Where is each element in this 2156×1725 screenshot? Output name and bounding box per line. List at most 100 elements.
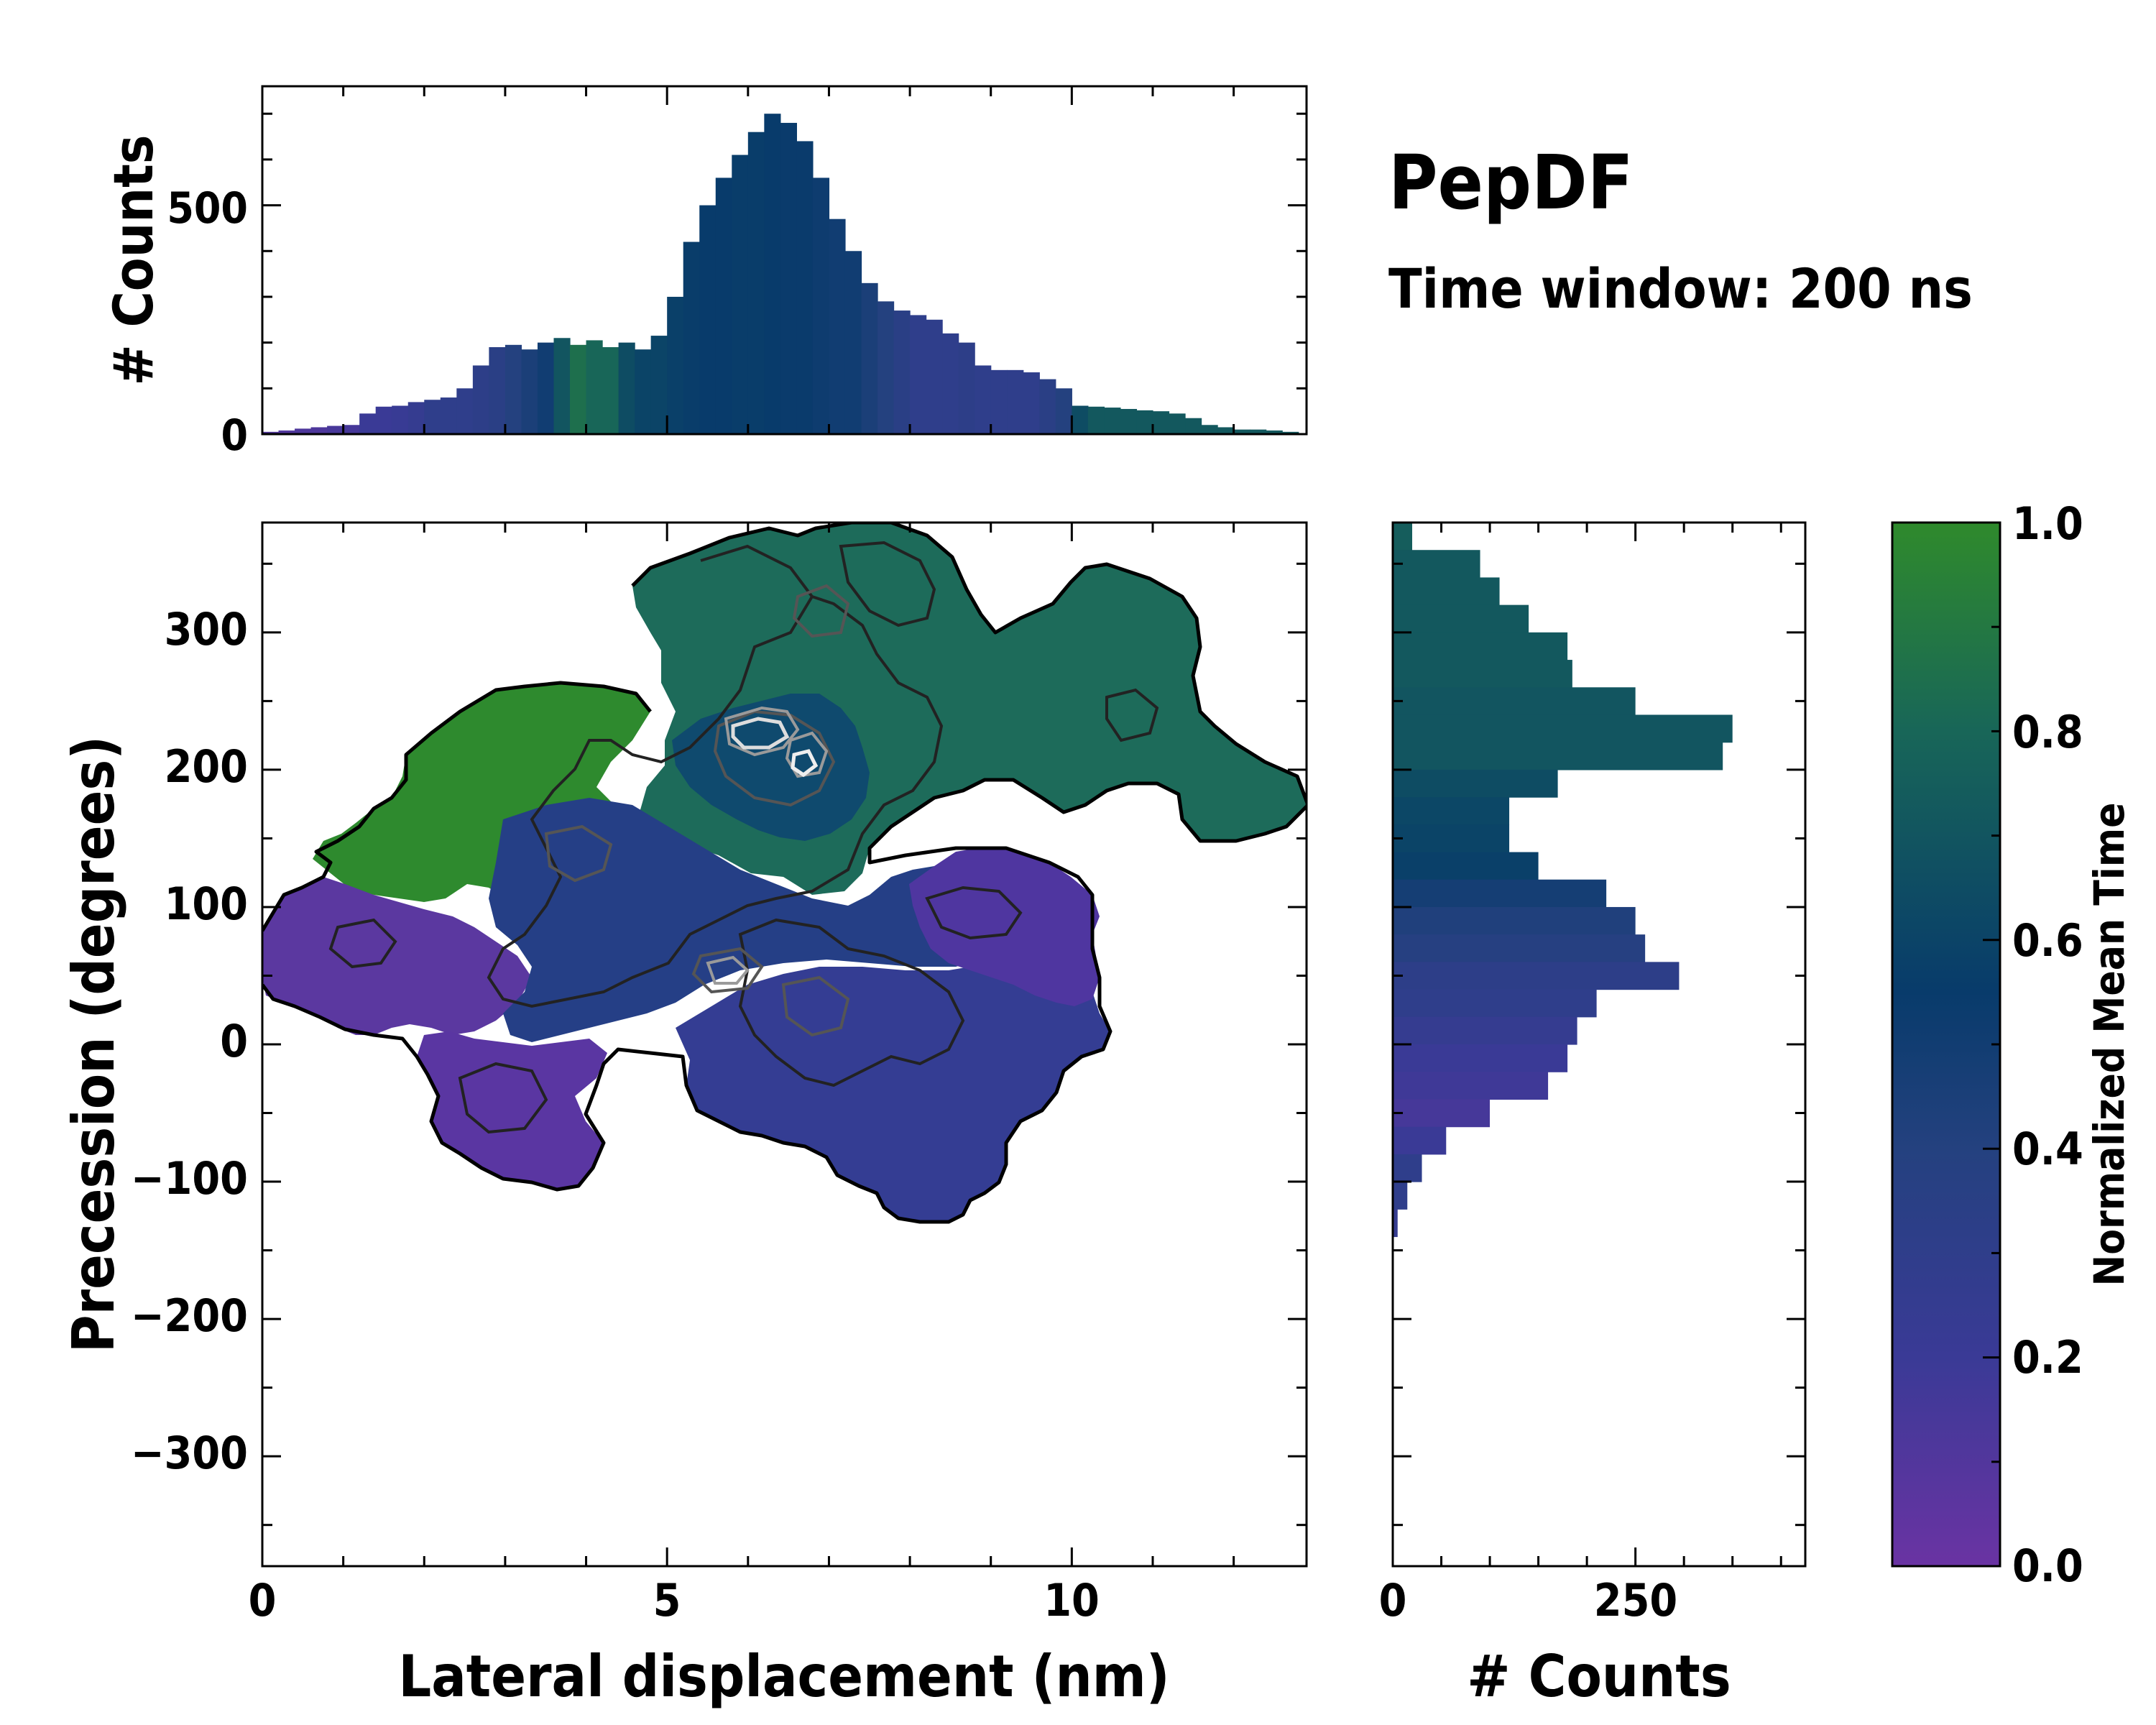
histogram-bar xyxy=(392,405,409,434)
histogram-bar xyxy=(1217,427,1235,434)
histogram-bar xyxy=(829,218,846,434)
main-ytick-label: −200 xyxy=(131,1289,248,1342)
histogram-bar xyxy=(1007,369,1024,434)
main-ytick-label: 100 xyxy=(165,878,248,930)
contour-level-2 xyxy=(792,584,850,638)
contour-level-1 xyxy=(328,918,397,969)
histogram-bar xyxy=(1104,408,1121,434)
main-axes-ticks xyxy=(261,523,1307,1566)
histogram-bar xyxy=(1393,824,1510,853)
histogram-bar xyxy=(1393,852,1539,880)
right-x-axis-label: # Counts xyxy=(1467,1643,1731,1710)
histogram-bar xyxy=(1393,769,1558,798)
histogram-bar xyxy=(844,251,862,434)
histogram-bar xyxy=(1393,632,1568,661)
histogram-bar xyxy=(327,426,344,434)
contour-level-3 xyxy=(724,706,800,757)
histogram-bar xyxy=(295,428,312,434)
histogram-bar xyxy=(635,349,652,434)
top-ytick-label: 500 xyxy=(167,183,248,234)
top-axes-ticks xyxy=(261,86,1307,436)
histogram-bar xyxy=(1393,1154,1422,1182)
histogram-bar xyxy=(359,413,377,434)
histogram-bar xyxy=(1039,379,1056,434)
histogram-bar xyxy=(1393,1126,1447,1155)
histogram-bar xyxy=(1136,410,1153,434)
contour-outer-boundary xyxy=(262,523,1307,1224)
heatmap-region-lower-central xyxy=(676,949,1110,1222)
histogram-bar xyxy=(1393,934,1646,962)
top-ytick-label: 0 xyxy=(221,410,248,461)
histogram-bar xyxy=(990,369,1008,434)
histogram-bar xyxy=(262,431,280,434)
colorbar-tick-label: 0.4 xyxy=(2012,1123,2083,1175)
histogram-bar xyxy=(1393,1016,1577,1045)
histogram-bar xyxy=(877,301,895,434)
histogram-bar xyxy=(1393,742,1723,770)
histogram-bar xyxy=(715,178,732,435)
histogram-bar xyxy=(440,397,457,434)
histogram-bar xyxy=(910,315,927,434)
histogram-bar xyxy=(407,402,425,434)
histogram-bar xyxy=(1393,1182,1408,1210)
histogram-bar xyxy=(975,365,992,434)
contour-level-1 xyxy=(487,544,944,1008)
histogram-bar xyxy=(521,349,538,434)
top-axes-frame xyxy=(261,85,1308,436)
contour-level-3 xyxy=(706,955,750,985)
histogram-bar xyxy=(650,336,668,434)
main-xtick-labels: 0 5 10 xyxy=(249,1574,1100,1627)
histogram-bar xyxy=(456,388,474,434)
histogram-bar xyxy=(1169,413,1186,434)
histogram-bar xyxy=(618,342,635,434)
right-axes-ticks xyxy=(1391,523,1805,1566)
colorbar: 0.0 0.2 0.4 0.6 0.8 1.0 Normalized Mean … xyxy=(1891,497,2134,1592)
top-histogram-bars xyxy=(262,114,1299,435)
contour-level-2 xyxy=(713,709,836,807)
contour-level-3 xyxy=(785,731,829,778)
contour-level-1 xyxy=(1105,688,1159,742)
heatmap-layer xyxy=(262,523,1307,1222)
histogram-bar xyxy=(1393,1072,1549,1100)
figure-subtitle: Time window: 200 ns xyxy=(1388,257,1973,321)
histogram-bar xyxy=(1233,429,1250,434)
right-histogram-bars xyxy=(1393,523,1733,1238)
histogram-bar xyxy=(1393,660,1572,688)
histogram-bar xyxy=(1393,797,1510,825)
histogram-bar xyxy=(667,296,684,434)
histogram-bar xyxy=(796,141,814,434)
main-2d-histogram: 0 5 10 300 200 100 0 −100 −200 −300 Late… xyxy=(60,521,1308,1710)
histogram-bar xyxy=(586,340,603,434)
histogram-bar xyxy=(310,427,328,434)
histogram-bar xyxy=(570,344,587,434)
histogram-bar xyxy=(1393,1044,1568,1072)
colorbar-tick-label: 0.6 xyxy=(2012,914,2083,967)
histogram-bar xyxy=(375,406,392,434)
histogram-bar xyxy=(958,342,975,434)
histogram-bar xyxy=(1087,406,1105,434)
colorbar-tick-label: 0.0 xyxy=(2012,1540,2083,1592)
histogram-bar xyxy=(1393,989,1597,1018)
main-ytick-labels: 300 200 100 0 −100 −200 −300 xyxy=(131,603,248,1479)
main-x-axis-label: Lateral displacement (nm) xyxy=(398,1643,1169,1710)
histogram-bar xyxy=(602,347,619,434)
histogram-bar xyxy=(1266,430,1283,434)
colorbar-gradient-bar xyxy=(1891,521,2001,1568)
heatmap-region-density-core xyxy=(672,694,870,841)
right-xtick-label: 0 xyxy=(1379,1574,1407,1627)
histogram-bar xyxy=(1250,429,1267,434)
colorbar-tick-labels: 0.0 0.2 0.4 0.6 0.8 1.0 xyxy=(2012,497,2083,1592)
histogram-bar xyxy=(1055,388,1072,434)
histogram-bar xyxy=(343,425,360,434)
heatmap-region-left-purple xyxy=(262,877,532,1035)
main-ytick-label: 300 xyxy=(165,603,248,656)
histogram-bar xyxy=(472,365,489,434)
main-ytick-label: −100 xyxy=(131,1152,248,1205)
histogram-bar xyxy=(764,114,781,435)
colorbar-label: Normalized Mean Time xyxy=(2085,803,2134,1287)
main-y-axis-label: Precession (degrees) xyxy=(60,736,127,1353)
main-xtick-label: 10 xyxy=(1044,1574,1100,1627)
contour-level-4 xyxy=(791,749,819,778)
heatmap-region-lower-left xyxy=(417,1031,607,1190)
